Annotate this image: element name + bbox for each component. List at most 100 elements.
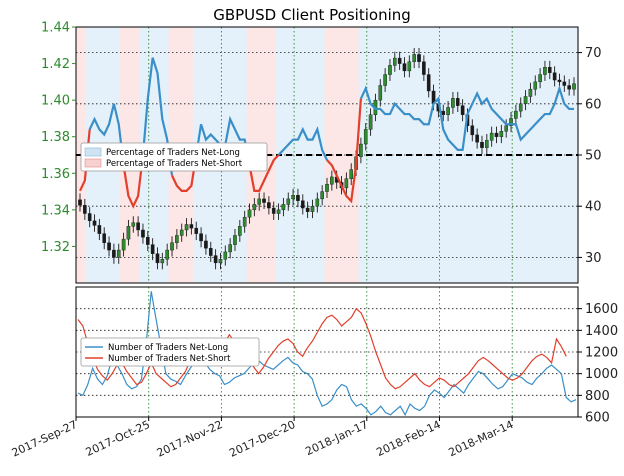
candle-body — [455, 98, 460, 106]
candle-body — [509, 118, 513, 126]
candle-body — [208, 248, 213, 256]
candle-body — [417, 54, 421, 62]
bottom-legend: Number of Traders Net-Long Number of Tra… — [80, 337, 260, 367]
candle-body — [296, 195, 300, 201]
price-tick-label: 1.34 — [41, 203, 70, 218]
candle-body — [572, 83, 576, 90]
candle-body — [228, 244, 232, 253]
positioning-band — [451, 27, 457, 283]
percentage-tick-label: 70 — [585, 46, 602, 61]
positioning-band — [480, 27, 486, 283]
candle-body — [359, 143, 363, 158]
candle-body — [325, 184, 329, 192]
count-axis-ticks: 600 800 1000 1200 1400 1600 — [578, 302, 618, 426]
candle-body — [305, 207, 310, 212]
candle-body — [213, 255, 218, 264]
candle-body — [194, 227, 199, 234]
candle-body — [397, 57, 402, 64]
percentage-tick-label: 40 — [585, 200, 602, 215]
candle-body — [189, 224, 194, 229]
count-tick-label: 600 — [585, 411, 610, 426]
date-tick-label: 2017-Dec-20 — [227, 418, 297, 460]
positioning-band — [319, 27, 326, 283]
candle-body — [547, 67, 552, 73]
candle-body — [485, 140, 489, 148]
candle-body — [112, 249, 116, 258]
candle-body — [223, 251, 228, 260]
candle-body — [184, 224, 189, 231]
candle-body — [383, 74, 387, 86]
candle-body — [402, 63, 407, 72]
candle-body — [87, 213, 92, 222]
candle-body — [451, 98, 455, 108]
candle-body — [300, 200, 305, 209]
top-panel: 1.321.341.361.381.401.421.44 3040506070 … — [41, 21, 602, 284]
candle-body — [562, 81, 567, 86]
candle-body — [523, 96, 528, 105]
candle-body — [533, 81, 538, 90]
positioning-band — [573, 27, 579, 283]
candle-body — [518, 103, 523, 112]
candle-body — [320, 191, 324, 200]
legend-swatch-net-long-pct — [84, 147, 102, 157]
candle-body — [388, 65, 392, 75]
date-tick-label: 2017-Oct-25 — [84, 418, 152, 459]
date-tick-label: 2018-Jan-17 — [303, 418, 370, 458]
top-legend-box — [80, 142, 268, 172]
positioning-band — [392, 27, 399, 283]
candle-body — [83, 205, 87, 214]
legend-label-net-short-pct: Percentage of Traders Net-Short — [106, 159, 243, 169]
candle-body — [441, 110, 446, 115]
percentage-tick-label: 50 — [585, 149, 602, 164]
positioning-band — [461, 27, 467, 283]
date-axis-ticks: 2017-Sep-27 2017-Oct-25 2017-Nov-22 2017-De… — [10, 417, 515, 460]
candle-body — [92, 220, 97, 226]
count-tick-label: 1200 — [585, 346, 618, 361]
candle-body — [538, 74, 542, 83]
candle-body — [262, 198, 266, 203]
candle-body — [204, 240, 208, 249]
count-tick-label: 1600 — [585, 302, 618, 317]
candle-body — [475, 134, 479, 143]
candle-body — [150, 244, 155, 254]
chart-title: GBPUSD Client Positioning — [213, 6, 411, 24]
candle-body — [330, 176, 334, 185]
candle-body — [446, 107, 450, 115]
candle-body — [363, 129, 368, 145]
price-tick-label: 1.36 — [41, 167, 70, 182]
positioning-band — [412, 27, 418, 283]
positioning-band — [431, 27, 438, 283]
candle-body — [480, 141, 484, 148]
candle-body — [412, 54, 416, 62]
candle-body — [238, 226, 242, 236]
legend-label-number-net-short: Number of Traders Net-Short — [108, 354, 231, 364]
candle-body — [126, 226, 131, 240]
count-tick-label: 1400 — [585, 324, 618, 339]
candle-body — [233, 235, 237, 245]
price-tick-label: 1.44 — [41, 21, 70, 36]
candle-body — [116, 249, 121, 258]
positioning-band — [519, 27, 525, 283]
series-line-net-short-pct — [79, 98, 362, 209]
series-line-number-net-short — [77, 307, 567, 390]
positioning-band — [383, 27, 389, 283]
candle-body — [557, 79, 562, 83]
candle-body — [102, 233, 107, 243]
candle-body — [146, 237, 150, 245]
candle-body — [286, 198, 291, 205]
candle-body — [368, 114, 373, 130]
count-tick-label: 1000 — [585, 367, 618, 382]
candle-body — [179, 229, 184, 236]
candle-body — [393, 57, 397, 66]
candle-body — [378, 85, 383, 101]
percentage-tick-label: 30 — [585, 251, 602, 266]
candle-body — [315, 198, 320, 207]
candle-body — [257, 198, 261, 205]
date-tick-label: 2018-Feb-14 — [374, 418, 442, 459]
candle-body — [107, 242, 111, 251]
candle-body — [121, 238, 126, 251]
count-tick-label: 800 — [585, 389, 610, 404]
price-tick-label: 1.40 — [41, 94, 70, 109]
candle-body — [78, 199, 82, 206]
